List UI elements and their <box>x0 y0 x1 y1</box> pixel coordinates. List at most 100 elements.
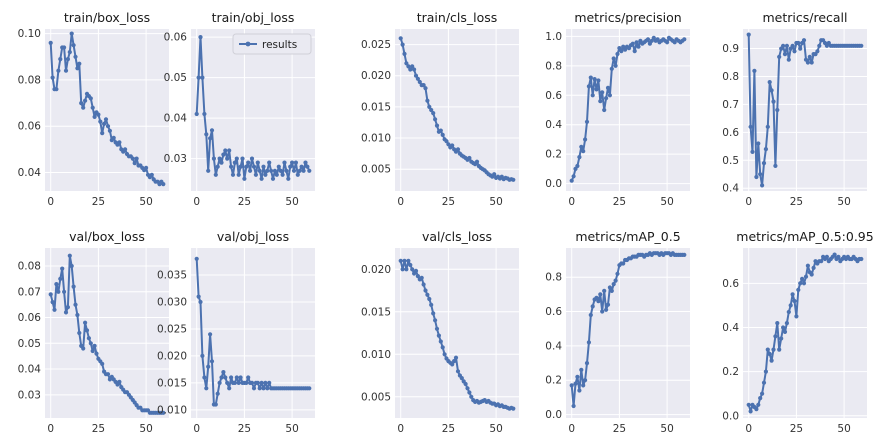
data-point <box>263 380 268 385</box>
data-point <box>217 380 222 385</box>
subplot-title: metrics/recall <box>762 10 847 25</box>
data-point <box>198 35 203 40</box>
subplot-6: val/box_loss 0 25 50 0.03 0.04 0.05 0.06 0.07 0.0… <box>18 229 169 435</box>
data-point <box>286 176 291 181</box>
data-point <box>665 40 670 45</box>
data-point <box>431 111 436 116</box>
data-point <box>144 165 149 170</box>
data-point <box>442 352 447 357</box>
data-point <box>682 37 687 42</box>
data-point <box>417 79 422 85</box>
y-tick-label: 0.8 <box>545 60 562 72</box>
plot-area <box>45 248 169 418</box>
data-point <box>194 256 199 261</box>
data-point <box>621 261 626 266</box>
data-point <box>746 402 751 407</box>
x-tick-label: 0 <box>745 423 752 435</box>
legend: results <box>232 33 312 55</box>
data-point <box>71 284 76 289</box>
data-point <box>771 347 776 352</box>
data-point <box>62 289 67 294</box>
data-point <box>433 117 438 122</box>
data-point <box>83 320 88 325</box>
data-point <box>782 329 788 334</box>
y-tick-label: 0.005 <box>361 164 391 176</box>
y-tick-label: 0.020 <box>361 264 391 276</box>
data-point <box>413 268 419 273</box>
y-tick-label: 0.025 <box>361 39 391 51</box>
data-point <box>259 176 264 181</box>
x-tick-label: 25 <box>442 423 455 435</box>
data-point <box>100 131 105 136</box>
data-point <box>581 383 586 388</box>
data-point <box>763 369 769 374</box>
y-tick-label: 0.005 <box>361 391 391 403</box>
data-point <box>754 174 759 180</box>
data-point <box>54 282 59 287</box>
data-point <box>786 309 791 315</box>
data-point <box>229 375 234 380</box>
data-point <box>249 156 255 161</box>
y-tick-label: 0.2 <box>545 375 562 387</box>
data-point <box>227 148 232 153</box>
data-point <box>859 43 864 48</box>
data-point <box>408 67 413 72</box>
subplot-3: train/cls_loss 0 25 50 0.005 0.010 0.015 0.020 0… <box>361 10 519 208</box>
y-tick-label: 0.05 <box>164 72 187 84</box>
data-point <box>272 168 277 173</box>
data-point <box>202 111 207 117</box>
data-point <box>223 375 228 380</box>
data-point <box>251 386 257 391</box>
data-point <box>613 63 618 68</box>
data-point <box>746 32 751 37</box>
data-point <box>130 156 135 161</box>
data-point <box>204 132 209 137</box>
y-tick-label: 0.4 <box>545 119 562 131</box>
data-point <box>748 124 753 129</box>
data-point <box>796 40 801 46</box>
subplot-4: metrics/precision 0 25 50 0.0 0.2 0.4 0.6 0.8 1.0 <box>545 10 690 208</box>
data-point <box>58 57 63 62</box>
data-point <box>204 386 209 391</box>
y-tick-label: 0.020 <box>157 350 187 362</box>
data-point <box>434 326 440 331</box>
y-tick-label: 0.03 <box>18 389 41 401</box>
data-point <box>777 54 782 60</box>
y-tick-label: 0.04 <box>18 167 42 179</box>
y-tick-label: 0.05 <box>18 338 41 350</box>
data-point <box>161 410 166 415</box>
data-point <box>242 176 247 181</box>
x-tick-label: 0 <box>568 423 575 435</box>
y-tick-label: 0.4 <box>722 322 739 334</box>
data-point <box>105 124 111 129</box>
data-point <box>832 252 837 257</box>
data-point <box>48 40 53 46</box>
data-point <box>444 139 449 144</box>
data-point <box>425 98 430 103</box>
data-point <box>234 156 239 161</box>
data-point <box>246 375 251 380</box>
data-point <box>196 294 201 299</box>
data-point <box>219 375 224 380</box>
data-point <box>50 300 55 305</box>
data-point <box>305 164 310 169</box>
data-point <box>278 168 283 173</box>
data-point <box>649 38 654 43</box>
data-point <box>655 37 660 42</box>
data-point <box>297 168 302 173</box>
data-point <box>672 40 677 45</box>
data-point <box>790 43 795 48</box>
data-point <box>575 163 580 169</box>
data-point <box>786 57 791 62</box>
data-point <box>798 281 803 286</box>
data-point <box>781 43 786 48</box>
data-point <box>419 275 424 280</box>
x-tick-label: 50 <box>489 196 502 208</box>
data-point <box>581 149 586 154</box>
data-point <box>107 128 112 133</box>
x-tick-label: 50 <box>660 196 673 208</box>
x-tick-label: 25 <box>92 196 105 208</box>
y-tick-label: 0.2 <box>722 366 739 378</box>
data-point <box>221 152 226 157</box>
subplot-title: train/obj_loss <box>212 10 295 25</box>
